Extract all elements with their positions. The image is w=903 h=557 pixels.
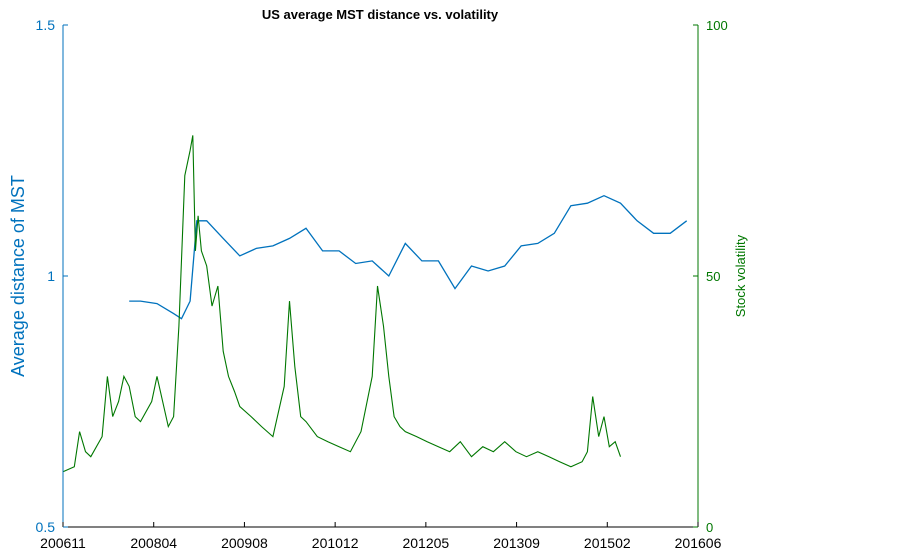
x-tick-label: 200611 [40, 535, 86, 551]
y-right-tick-label: 50 [706, 269, 720, 284]
y-left-tick-label: 0.5 [36, 519, 56, 535]
series-line-mst-distance [129, 194, 688, 320]
y-left-label: Average distance of MST [8, 175, 28, 377]
y-right-tick-label: 100 [706, 18, 728, 33]
y-right-label: Stock volatility [733, 234, 748, 317]
y-right-tick-label: 0 [706, 520, 713, 535]
y-left-tick-label: 1 [47, 268, 55, 284]
series-line-volatility [62, 135, 622, 473]
x-tick-label: 200804 [130, 535, 177, 551]
y-left-ticks: 0.5 1 1.5 [36, 17, 68, 535]
x-tick-label: 200908 [221, 535, 268, 551]
x-tick-label: 201309 [493, 535, 540, 551]
x-tick-label: 201205 [402, 535, 449, 551]
x-ticks: 200611 200804 200908 201012 201205 201309 2015… [40, 522, 722, 551]
chart-title: US average MST distance vs. volatility [262, 7, 499, 22]
y-right-ticks: 0 50 100 [693, 18, 728, 535]
plot-series [62, 135, 688, 473]
x-tick-label: 201606 [675, 535, 722, 551]
y-left-tick-label: 1.5 [36, 17, 56, 33]
x-tick-label: 201012 [312, 535, 359, 551]
x-tick-label: 201502 [584, 535, 631, 551]
